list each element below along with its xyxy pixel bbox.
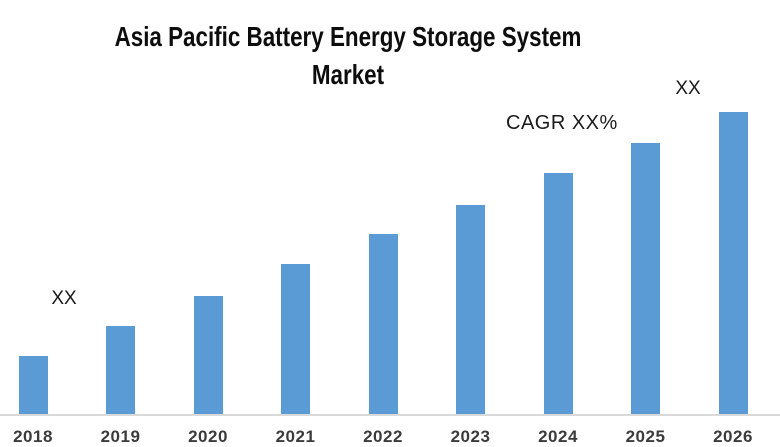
bar-2023	[456, 205, 485, 414]
x-axis-label-2025: 2025	[625, 427, 666, 446]
bar-2022	[368, 234, 398, 414]
cagr-label: CAGR XX%	[506, 112, 618, 134]
chart-title: Asia Pacific Battery Energy Storage Syst…	[0, 18, 696, 94]
chart-title-line1: Asia Pacific Battery Energy Storage Syst…	[114, 21, 582, 52]
x-axis-label-2019: 2019	[100, 427, 141, 446]
bar-2020	[193, 296, 223, 414]
bar-2026	[718, 112, 748, 414]
last-bar-value-label: XX	[675, 78, 701, 99]
first-bar-value-label: XX	[51, 288, 77, 309]
x-axis-label-2022: 2022	[363, 427, 403, 446]
bar-2019	[106, 326, 135, 414]
x-axis-label-2018: 2018	[13, 427, 53, 446]
x-axis-line	[0, 414, 780, 416]
x-axis-label-2020: 2020	[188, 427, 228, 446]
bar-2025	[631, 143, 660, 414]
x-axis-label-2024: 2024	[538, 427, 578, 446]
x-axis-label-2023: 2023	[450, 427, 491, 446]
bar-2018	[18, 356, 48, 414]
x-axis-label-2026: 2026	[713, 427, 753, 446]
x-axis-label-2021: 2021	[275, 427, 316, 446]
bar-2021	[281, 264, 310, 414]
bar-2024	[543, 173, 573, 414]
chart-title-line2: Market	[311, 59, 385, 90]
